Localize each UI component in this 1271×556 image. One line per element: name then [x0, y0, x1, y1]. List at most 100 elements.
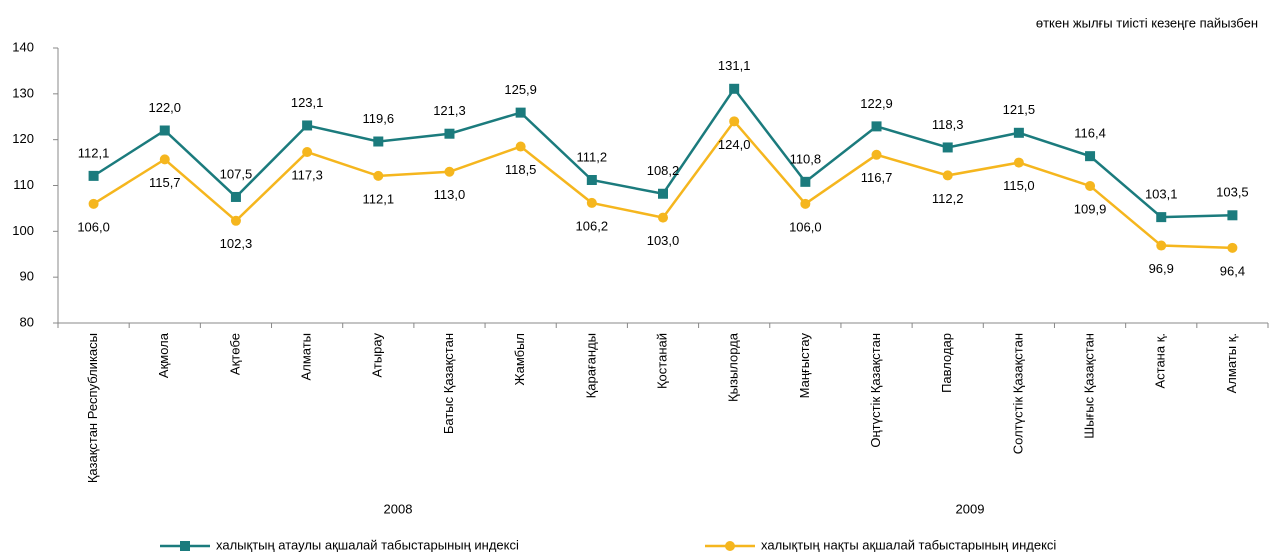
chart-subtitle: өткен жылғы тиісті кезеңге пайызбен: [1036, 15, 1258, 30]
y-tick-label: 110: [13, 177, 34, 192]
marker: [1013, 157, 1024, 168]
data-label: 118,5: [505, 162, 537, 177]
marker: [1156, 212, 1167, 223]
x-tick-label: Батыс Қазақстан: [441, 333, 456, 434]
x-tick-label: Шығыс Қазақстан: [1081, 333, 1096, 439]
data-label: 109,9: [1074, 201, 1107, 216]
marker: [800, 198, 811, 209]
data-label: 112,1: [363, 191, 395, 206]
y-tick-label: 90: [20, 269, 34, 284]
data-label: 103,5: [1216, 185, 1249, 200]
marker: [88, 170, 99, 181]
data-label: 106,0: [77, 219, 110, 234]
legend-item: халықтың нақты ақшалай табыстарының инде…: [705, 537, 1056, 552]
marker: [1085, 151, 1096, 162]
data-label: 108,2: [647, 163, 680, 178]
marker: [230, 191, 241, 202]
marker: [515, 141, 526, 152]
data-label: 106,2: [576, 218, 609, 233]
data-label: 112,1: [78, 145, 110, 160]
x-tick-label: Павлодар: [939, 333, 954, 393]
data-label: 121,5: [1003, 102, 1036, 117]
y-tick-label: 80: [20, 314, 34, 329]
marker: [515, 107, 526, 118]
marker: [1227, 242, 1238, 253]
x-tick-label: Атырау: [370, 333, 385, 378]
marker: [373, 170, 384, 181]
marker: [1227, 210, 1238, 221]
legend-label: халықтың атаулы ақшалай табыстарының инд…: [216, 537, 519, 552]
marker: [729, 83, 740, 94]
data-label: 119,6: [363, 111, 395, 126]
data-label: 124,0: [718, 137, 751, 152]
marker: [1085, 180, 1096, 191]
marker: [1013, 127, 1024, 138]
x-tick-label: Алматы қ.: [1224, 333, 1239, 393]
data-label: 106,0: [789, 219, 822, 234]
marker: [871, 149, 882, 160]
data-label: 103,0: [647, 233, 680, 248]
legend-label: халықтың нақты ақшалай табыстарының инде…: [761, 537, 1056, 552]
y-tick-label: 120: [12, 131, 34, 146]
x-tick-label: Жамбыл: [512, 333, 527, 386]
data-label: 118,3: [932, 117, 964, 132]
marker: [302, 147, 313, 158]
data-label: 110,8: [790, 151, 822, 166]
marker: [88, 198, 99, 209]
marker: [444, 166, 455, 177]
marker: [373, 136, 384, 147]
x-tick-label: Оңтүстік Қазақстан: [868, 333, 883, 448]
group-label: 2009: [956, 501, 985, 516]
group-label: 2008: [384, 501, 413, 516]
data-label: 125,9: [504, 82, 537, 97]
data-label: 117,3: [291, 167, 323, 182]
legend-item: халықтың атаулы ақшалай табыстарының инд…: [160, 537, 519, 552]
data-label: 103,1: [1145, 187, 1178, 202]
x-tick-label: Алматы: [299, 333, 314, 380]
x-tick-label: Ақмола: [156, 332, 171, 378]
marker: [230, 215, 241, 226]
data-label: 122,9: [860, 96, 893, 111]
marker: [658, 212, 668, 223]
x-tick-label: Қазақстан Республикасы: [85, 333, 100, 483]
marker: [1156, 240, 1167, 251]
data-label: 102,3: [220, 236, 253, 251]
data-label: 115,0: [1003, 178, 1035, 193]
data-label: 115,7: [149, 175, 181, 190]
data-label: 122,0: [148, 100, 181, 115]
marker: [302, 120, 313, 131]
marker: [586, 175, 597, 185]
marker: [942, 142, 953, 153]
x-tick-label: Қостанай: [654, 333, 669, 389]
x-tick-label: Солтүстік Қазақстан: [1010, 333, 1025, 454]
y-tick-label: 130: [12, 85, 34, 100]
series-line: [92, 119, 1233, 250]
marker: [800, 176, 811, 187]
y-tick-label: 140: [12, 39, 34, 54]
data-label: 116,4: [1074, 126, 1106, 141]
x-tick-label: Қызылорда: [726, 332, 741, 402]
data-label: 113,0: [434, 187, 466, 202]
y-tick-label: 100: [12, 223, 34, 238]
marker: [444, 128, 455, 139]
data-label: 131,1: [718, 58, 751, 73]
data-label: 111,2: [577, 149, 608, 164]
marker: [658, 188, 668, 199]
marker: [871, 121, 882, 132]
x-tick-label: Маңғыстау: [797, 333, 812, 399]
marker: [159, 154, 170, 165]
x-tick-label: Қарағанды: [583, 333, 598, 398]
x-tick-label: Ақтөбе: [227, 333, 242, 375]
data-label: 116,7: [861, 170, 893, 185]
marker: [159, 125, 170, 136]
data-label: 96,9: [1149, 261, 1174, 276]
data-label: 112,2: [932, 191, 964, 206]
marker: [942, 170, 953, 181]
data-label: 123,1: [291, 95, 324, 110]
marker: [586, 197, 597, 208]
data-label: 107,5: [220, 166, 253, 181]
marker: [729, 116, 740, 127]
legend-marker: [180, 541, 190, 551]
legend-marker: [725, 541, 735, 551]
